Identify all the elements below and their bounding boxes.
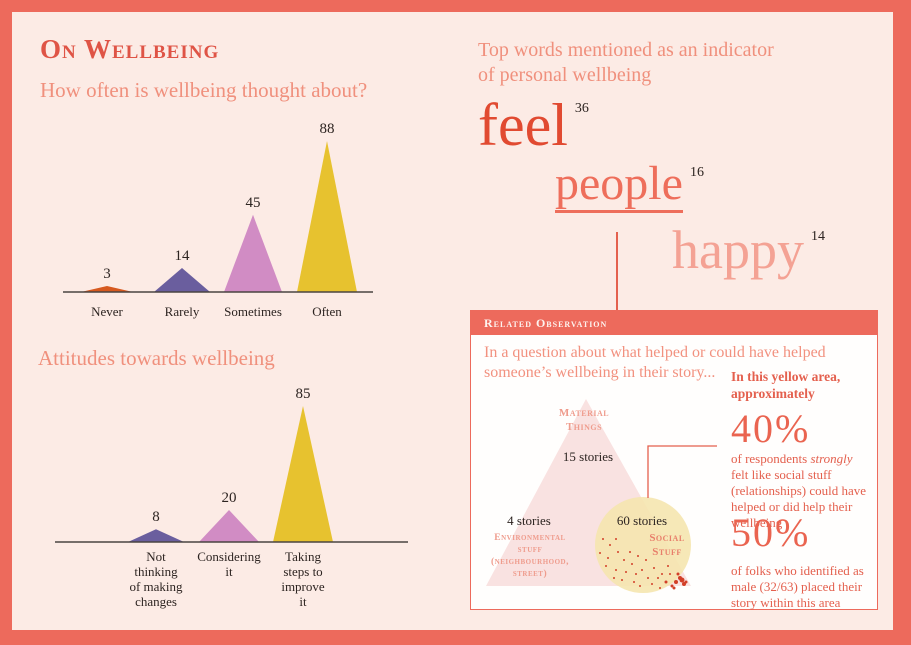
- attitudes-chart: 8 20 85 Not thinking of making changes Consi…: [55, 380, 425, 625]
- story-dot: [631, 563, 633, 565]
- story-dot: [647, 577, 649, 579]
- story-dot: [623, 559, 625, 561]
- value-label: 20: [222, 490, 237, 506]
- story-dot: [617, 551, 619, 553]
- observation-header: Related Observation: [471, 311, 877, 335]
- stat-text-italic: strongly: [810, 451, 853, 466]
- stat-50-description: of folks who identified as male (32/63) …: [731, 563, 864, 611]
- chart-canvas: 3 14 45 88: [63, 121, 373, 293]
- word-count: 14: [810, 229, 825, 244]
- chart-triangle-1: [154, 267, 210, 292]
- value-label: 14: [175, 248, 191, 264]
- chart-canvas: 8 20 85: [55, 386, 408, 543]
- top-word-feel: feel 36: [478, 92, 589, 158]
- story-dot: [659, 587, 661, 589]
- value-label: 45: [246, 195, 261, 211]
- stat-40-description: of respondents strongly felt like social…: [731, 451, 873, 532]
- story-dot: [609, 544, 611, 546]
- social-stories-count: 60 stories: [616, 513, 668, 528]
- story-dot: [607, 557, 609, 559]
- chart-triangle-3: [297, 140, 357, 292]
- story-dot: [645, 559, 647, 561]
- stat-text: of respondents: [731, 451, 811, 466]
- story-dot: [633, 581, 635, 583]
- story-dot: [679, 577, 685, 583]
- page-title: On Wellbeing: [40, 34, 220, 64]
- story-dot: [674, 580, 678, 584]
- value-label: 8: [152, 509, 160, 525]
- top-word-happy: happy 14: [672, 220, 825, 280]
- story-dot: [661, 573, 663, 575]
- people-to-observation-connector: [616, 232, 618, 310]
- social-stuff-circle: [595, 497, 691, 593]
- frequency-chart: 3 14 45 88 Never Rarely Sometimes Often: [55, 108, 405, 343]
- story-dot: [615, 538, 617, 540]
- story-dot: [669, 573, 671, 575]
- stat-text: felt like social stuff (relationships) c…: [731, 467, 867, 531]
- environmental-stuff-label: Environmental stuff (neighbourhood, stre…: [491, 533, 569, 579]
- story-dot: [635, 573, 637, 575]
- chart-triangle-2: [273, 406, 333, 542]
- story-dot: [637, 555, 639, 557]
- story-dot: [651, 583, 653, 585]
- material-stories-count: 15 stories: [562, 449, 614, 464]
- story-dot: [629, 551, 631, 553]
- category-label: Rarely: [164, 304, 200, 319]
- category-label: Often: [312, 304, 342, 319]
- story-dot: [672, 586, 676, 590]
- observation-intro: In a question about what helped or could…: [484, 344, 826, 381]
- category-label: Taking steps to improve it: [281, 549, 325, 609]
- story-dot: [602, 538, 604, 540]
- word-text: feel: [478, 92, 568, 158]
- story-dot: [613, 577, 615, 579]
- circle-to-stat-connector: [647, 445, 717, 498]
- word-count: 16: [689, 165, 704, 180]
- story-dot: [615, 569, 617, 571]
- story-dot: [653, 567, 655, 569]
- story-dot: [641, 569, 643, 571]
- social-stuff-label: Social Stuff: [649, 532, 685, 558]
- infographic-panel: On Wellbeing How often is wellbeing thou…: [12, 12, 893, 630]
- story-dot: [664, 580, 668, 584]
- story-dot: [676, 572, 680, 576]
- related-observation-box: Related Observation In a question about …: [470, 310, 878, 610]
- value-label: 88: [320, 121, 335, 137]
- chart1-heading: How often is wellbeing thought about?: [40, 78, 368, 102]
- category-label: Considering it: [197, 549, 261, 579]
- chart-triangle-0: [81, 286, 133, 292]
- chart2-heading: Attitudes towards wellbeing: [38, 346, 275, 370]
- stat-40-percent: 40%: [731, 406, 811, 451]
- story-dot: [670, 584, 674, 588]
- story-dot: [639, 585, 641, 587]
- category-label: Sometimes: [224, 304, 282, 319]
- category-label: Not thinking of making changes: [129, 549, 183, 609]
- chart-triangle-0: [128, 529, 184, 542]
- story-dot: [684, 580, 688, 584]
- word-text: people: [555, 160, 683, 213]
- material-things-label: Material Things: [558, 407, 610, 433]
- stat-lead: In this yellow area, approximately: [731, 369, 841, 401]
- word-text: happy: [672, 220, 804, 280]
- story-dot: [657, 577, 659, 579]
- story-areas-diagram: [486, 399, 717, 593]
- value-label: 3: [103, 266, 111, 282]
- stat-50-percent: 50%: [731, 510, 811, 555]
- value-label: 85: [296, 386, 311, 402]
- category-label: Never: [91, 304, 123, 319]
- story-dot: [605, 565, 607, 567]
- story-dot: [599, 552, 601, 554]
- story-dot: [625, 571, 627, 573]
- story-dot: [621, 579, 623, 581]
- word-count: 36: [574, 101, 589, 116]
- chart-triangle-2: [224, 214, 282, 292]
- environmental-stories-count: 4 stories: [507, 513, 551, 528]
- chart-triangle-1: [199, 510, 259, 542]
- story-dot: [667, 565, 669, 567]
- top-word-people: people 16: [555, 160, 704, 213]
- top-words-heading: Top words mentioned as an indicator of p…: [478, 39, 774, 86]
